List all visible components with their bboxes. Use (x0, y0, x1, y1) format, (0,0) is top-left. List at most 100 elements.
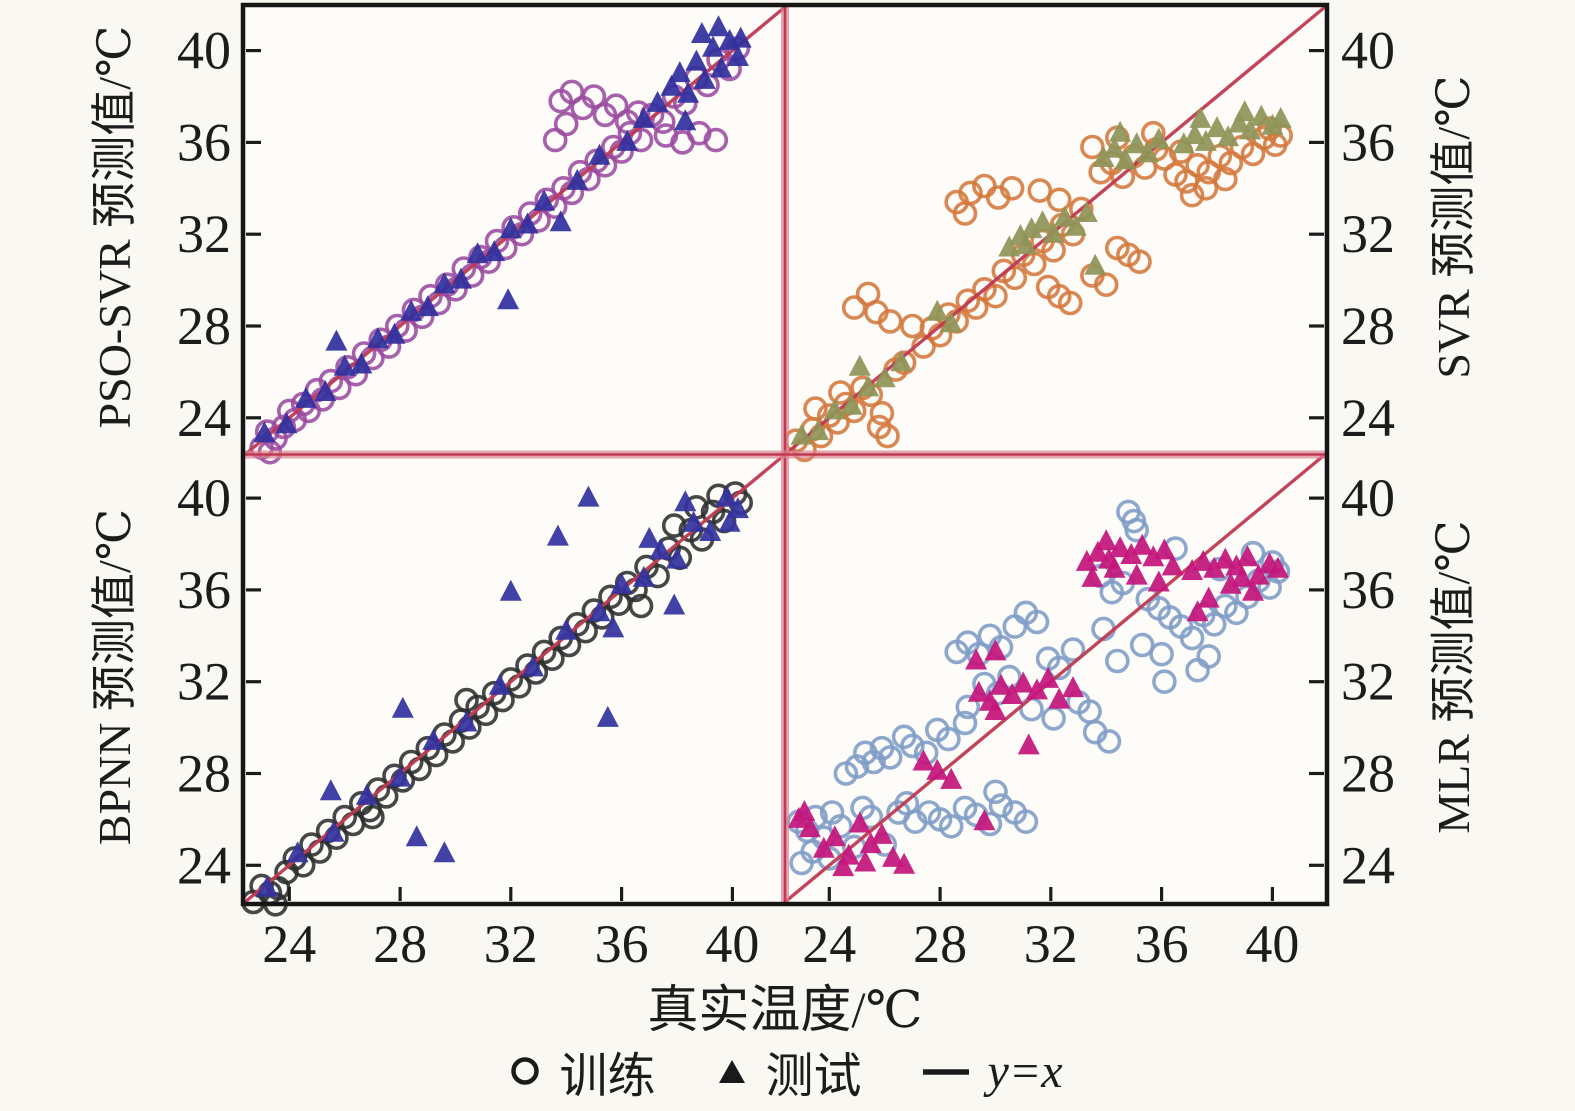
test-point (660, 74, 683, 96)
train-point (1213, 166, 1238, 192)
test-point (967, 680, 990, 702)
test-point (1001, 683, 1024, 704)
test-point (1031, 210, 1054, 232)
x-axis-title: 真实温度/℃ (647, 983, 923, 1039)
train-point (955, 694, 981, 720)
test-point (793, 800, 816, 821)
test-point (1062, 676, 1084, 698)
tick-label: 28 (1341, 744, 1395, 804)
train-point (1096, 729, 1122, 754)
test-point (499, 579, 522, 601)
test-point (1153, 538, 1176, 560)
test-point (1125, 563, 1148, 585)
test-point (522, 655, 544, 677)
train-point (952, 201, 978, 226)
test-point (1086, 540, 1109, 562)
train-point (1057, 290, 1083, 316)
tick-label: 40 (177, 21, 231, 81)
test-point (940, 311, 963, 333)
tick-label: 36 (177, 112, 231, 172)
test-point (555, 618, 578, 640)
test-point (965, 648, 988, 670)
test-point (286, 841, 309, 863)
test-point (1017, 733, 1040, 755)
test-point (685, 49, 708, 71)
train-point (1193, 176, 1219, 201)
train-point (703, 127, 729, 153)
test-point (616, 129, 639, 151)
tick-label: 32 (177, 652, 231, 712)
tick-label: 36 (595, 914, 649, 974)
test-point (1266, 556, 1289, 578)
test-point (710, 56, 733, 78)
test-point (1081, 565, 1104, 587)
test-point (1239, 118, 1262, 140)
test-point (1092, 146, 1115, 167)
test-point (1197, 586, 1220, 608)
tick-label: 40 (1245, 914, 1299, 974)
test-point (882, 845, 904, 867)
test-point (405, 825, 428, 847)
test-point (807, 419, 830, 441)
y-axis-title-bpnn: BPNN 预测值/℃ (89, 508, 140, 846)
train-point (988, 793, 1014, 818)
test-point (890, 350, 913, 372)
test-point (1012, 671, 1035, 693)
test-point (1109, 536, 1132, 558)
tick-label: 32 (1341, 204, 1395, 264)
test-point (1131, 533, 1154, 555)
y-axis-title-mlr: MLR 预测值/℃ (1428, 520, 1479, 834)
train-point (1224, 600, 1249, 626)
test-point (1183, 123, 1206, 144)
test-point (1247, 563, 1270, 585)
test-point (566, 168, 589, 190)
test-point (1048, 687, 1071, 709)
test-point (610, 572, 633, 594)
test-point (638, 526, 661, 548)
test-point (718, 510, 741, 532)
tick-label: 32 (1341, 652, 1395, 712)
legend-item-identity: y=x (920, 1044, 1063, 1099)
tick-label: 36 (177, 560, 231, 620)
test-point (455, 710, 478, 732)
test-point (488, 673, 511, 695)
train-point (841, 295, 867, 320)
test-point (350, 352, 373, 374)
test-point (823, 398, 846, 420)
test-point (1236, 545, 1259, 567)
test-point (998, 235, 1021, 257)
train-point (828, 380, 853, 405)
identity-line-icon (922, 1069, 969, 1075)
tick-label: 40 (705, 914, 759, 974)
test-point (859, 832, 882, 854)
test-point (389, 765, 412, 787)
test-point (1194, 129, 1217, 151)
train-point (1046, 187, 1072, 213)
test-point (1219, 572, 1242, 594)
train-point (1093, 272, 1119, 298)
train-point (1060, 637, 1086, 662)
tick-label: 28 (177, 744, 231, 804)
train-point (877, 309, 903, 334)
test-point (726, 45, 749, 66)
test-point (668, 61, 691, 83)
test-point (1203, 556, 1226, 578)
test-point (912, 749, 935, 771)
test-point (1217, 125, 1240, 147)
legend-item-test: 测试 (714, 1036, 862, 1106)
test-point (823, 825, 846, 847)
test-point (1269, 106, 1292, 128)
test-marker-icon (718, 1060, 745, 1083)
tick-label: 36 (1341, 112, 1395, 172)
legend-label-identity: y=x (987, 1044, 1063, 1098)
test-point (702, 35, 724, 57)
test-point (674, 109, 697, 131)
test-point (1214, 547, 1237, 569)
test-point (726, 497, 749, 519)
test-point (383, 322, 406, 344)
test-point (497, 288, 520, 310)
train-point (875, 423, 900, 449)
test-point (596, 705, 619, 727)
panel-SVR (783, 5, 1327, 463)
